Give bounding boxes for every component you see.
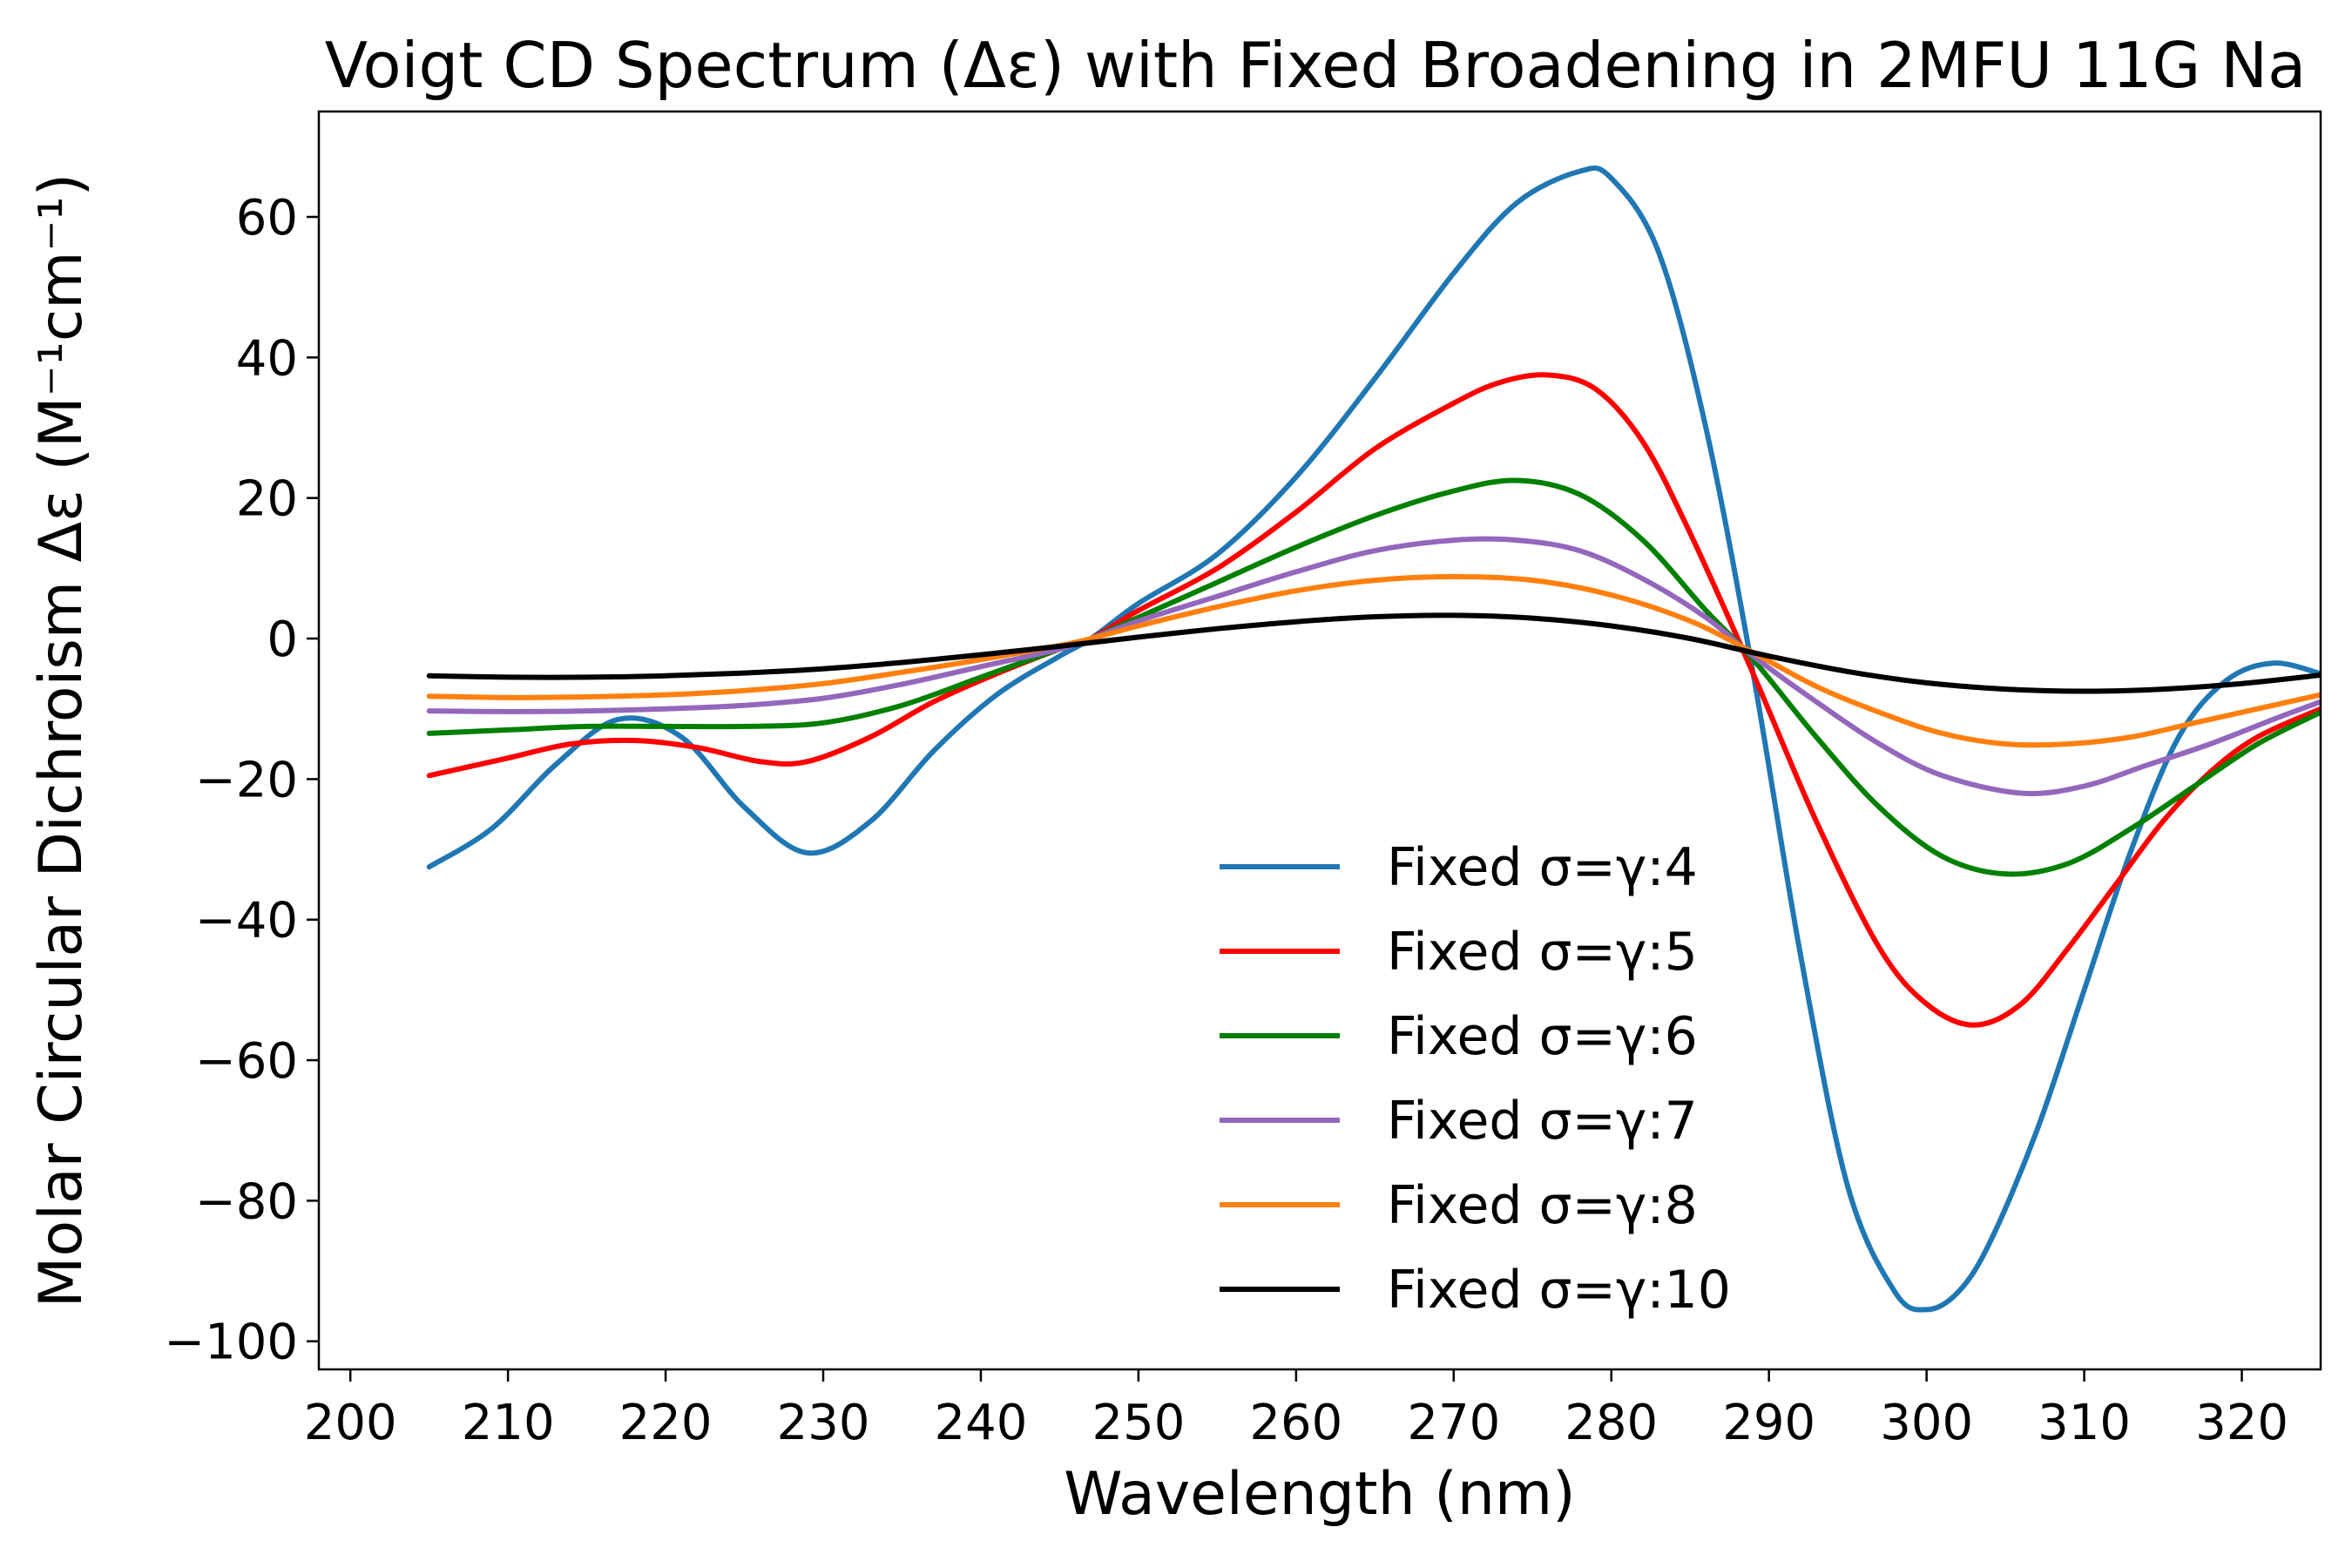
x-tick-label: 320 <box>2195 1395 2288 1451</box>
plot-frame <box>317 110 2322 1371</box>
y-tick-label: −80 <box>195 1173 298 1230</box>
legend-label: Fixed σ=γ:6 <box>1387 1006 1698 1067</box>
chart-title: Voigt CD Spectrum (Δε) with Fixed Broade… <box>325 29 2306 102</box>
series-line-2 <box>426 372 2321 1028</box>
x-tick-label: 210 <box>462 1395 555 1451</box>
x-tick-label: 250 <box>1092 1395 1185 1451</box>
y-axis-label: Molar Circular Dichroism Δε (M⁻¹cm⁻¹) <box>27 173 96 1308</box>
x-tick-label: 230 <box>777 1395 870 1451</box>
y-tick-label: −20 <box>195 752 298 808</box>
x-axis-ticks: 200 210 220 230 240 250 260 270 280 290 300 310 320 <box>304 1369 2288 1451</box>
series-line-3 <box>426 477 2321 877</box>
legend-label: Fixed σ=γ:5 <box>1387 922 1698 983</box>
series-line-6 <box>426 612 2321 694</box>
y-tick-label: −40 <box>195 893 298 950</box>
y-axis-ticks: −100 −80 −60 −40 −20 0 20 40 60 <box>164 190 319 1371</box>
legend-label: Fixed σ=γ:10 <box>1387 1260 1731 1321</box>
x-axis-label: Wavelength (nm) <box>1064 1460 1575 1529</box>
x-tick-label: 220 <box>619 1395 713 1451</box>
series-line-1 <box>426 166 2321 1313</box>
x-tick-label: 290 <box>1722 1395 1815 1451</box>
y-tick-label: 0 <box>267 612 298 668</box>
legend-label: Fixed σ=γ:8 <box>1387 1175 1698 1236</box>
y-tick-label: 20 <box>236 471 298 528</box>
legend-label: Fixed σ=γ:4 <box>1387 837 1698 898</box>
x-tick-label: 310 <box>2038 1395 2131 1451</box>
series-layer <box>426 166 2321 1313</box>
x-tick-label: 300 <box>1880 1395 1973 1451</box>
series-line-4 <box>426 536 2321 796</box>
y-tick-label: 40 <box>236 330 298 387</box>
x-tick-label: 280 <box>1565 1395 1658 1451</box>
y-tick-label: −60 <box>195 1033 298 1090</box>
y-tick-label: −100 <box>164 1315 298 1371</box>
x-tick-label: 240 <box>935 1395 1028 1451</box>
x-tick-label: 200 <box>304 1395 397 1451</box>
x-tick-label: 270 <box>1407 1395 1500 1451</box>
series-line-5 <box>426 574 2321 748</box>
y-tick-label: 60 <box>236 190 298 247</box>
legend: Fixed σ=γ:4 Fixed σ=γ:5 Fixed σ=γ:6 Fixed σ… <box>1220 837 1731 1321</box>
x-tick-label: 260 <box>1249 1395 1342 1451</box>
legend-label: Fixed σ=γ:7 <box>1387 1091 1698 1152</box>
